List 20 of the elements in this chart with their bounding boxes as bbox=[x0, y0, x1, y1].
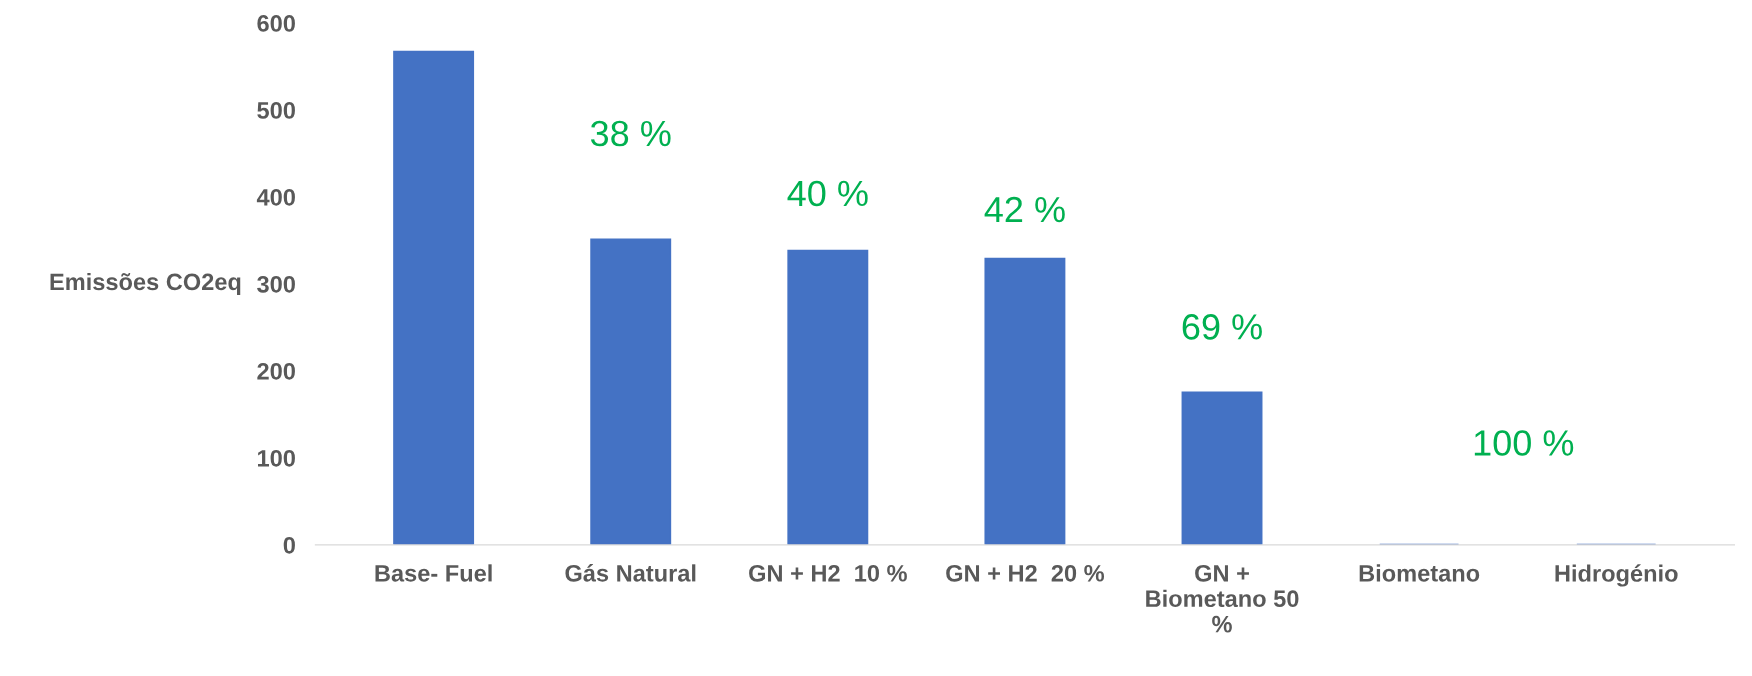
x-tick-label: Gás Natural bbox=[565, 564, 696, 582]
annotation: 40 % bbox=[787, 180, 868, 207]
annotation: 69 % bbox=[1182, 314, 1262, 340]
y-tick-label: 200 bbox=[257, 362, 295, 380]
y-tick-label: 400 bbox=[256, 189, 295, 206]
y-tick-label: 100 bbox=[258, 449, 295, 467]
x-tick-label: Base- Fuel bbox=[375, 564, 492, 582]
x-tick-label: GN + Biometano 50 % bbox=[1146, 564, 1299, 633]
annotation: 38 % bbox=[590, 120, 671, 147]
annotation: 42 % bbox=[984, 196, 1065, 223]
x-tick-label: GN + H2 10 % bbox=[749, 564, 907, 582]
y-axis-title: Emissões CO2eq bbox=[50, 272, 241, 295]
x-tick-label: Hidrogénio bbox=[1555, 564, 1678, 587]
y-tick-label: 600 bbox=[257, 15, 295, 32]
y-tick-label: 300 bbox=[257, 275, 295, 293]
x-tick-label: GN + H2 20 % bbox=[946, 564, 1105, 582]
annotation: 100 % bbox=[1474, 430, 1574, 456]
y-tick-label: 500 bbox=[257, 102, 295, 119]
x-tick-label: Biometano bbox=[1359, 564, 1480, 582]
y-tick-label: 0 bbox=[283, 536, 295, 554]
